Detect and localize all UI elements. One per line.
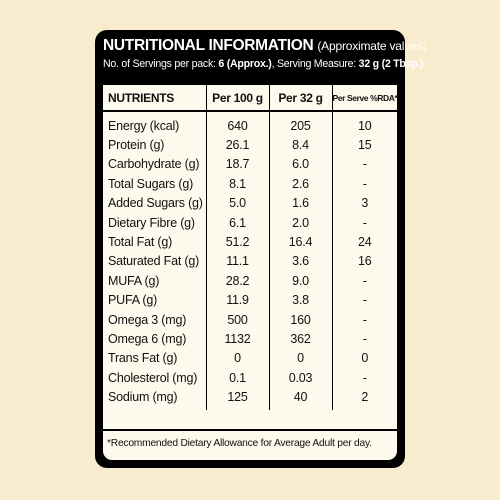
table-row: Energy (kcal) 640 205 10 bbox=[103, 111, 397, 136]
value-per-100g: 1132 bbox=[205, 329, 269, 349]
table-row: Dietary Fibre (g) 6.1 2.0- bbox=[103, 212, 397, 233]
label-title-note: (Approximate values) bbox=[317, 39, 427, 53]
value-rda: 16 bbox=[331, 251, 397, 272]
value-per-100g: 5.0 bbox=[205, 193, 269, 213]
table-header-row: NUTRIENTS Per 100 g Per 32 g Per Serve %… bbox=[103, 85, 397, 112]
nutrient-name: Total Sugars (g) bbox=[108, 176, 194, 191]
table-row: PUFA (g) 11.9 3.8- bbox=[103, 290, 397, 310]
table-row: Protein (g) 26.1 8.4 15 bbox=[103, 135, 397, 155]
nutrient-name: Dietary Fibre (g) bbox=[108, 215, 195, 230]
value-per-100g: 640 bbox=[205, 111, 269, 136]
table-row: Trans Fat (g) 0 0 0 bbox=[103, 348, 397, 369]
nutrient-name: Omega 6 (mg) bbox=[108, 331, 187, 346]
table-row: Omega 6 (mg) 1132 362- bbox=[103, 329, 397, 349]
value-rda: - bbox=[331, 368, 397, 388]
column-header-nutrients: NUTRIENTS bbox=[103, 85, 206, 112]
value-rda: 24 bbox=[331, 232, 397, 252]
value-rda: - bbox=[331, 309, 397, 330]
value-per-32g: 362 bbox=[268, 329, 332, 349]
value-rda: - bbox=[331, 290, 397, 310]
column-header-per-100g: Per 100 g bbox=[205, 85, 269, 112]
value-per-32g: 2.0 bbox=[268, 212, 332, 233]
value-per-32g: 1.6 bbox=[268, 193, 332, 213]
nutrient-name: Saturated Fat (g) bbox=[108, 254, 200, 269]
nutrient-name: MUFA (g) bbox=[108, 273, 160, 288]
value-rda: - bbox=[331, 271, 397, 291]
nutrient-name: Omega 3 (mg) bbox=[108, 312, 187, 327]
nutrition-panel: NUTRIENTS Per 100 g Per 32 g Per Serve %… bbox=[103, 85, 397, 460]
value-per-100g: 6.1 bbox=[205, 212, 269, 233]
table-row: Saturated Fat (g) 11.1 3.6 16 bbox=[103, 251, 397, 272]
value-per-32g: 16.4 bbox=[268, 232, 332, 252]
value-per-32g: 205 bbox=[268, 111, 332, 136]
nutrient-name: Protein (g) bbox=[108, 138, 165, 153]
label-title-line: NUTRITIONAL INFORMATION (Approximate val… bbox=[103, 36, 427, 56]
servings-prefix: No. of Servings per pack: bbox=[103, 58, 219, 70]
table-row: Total Sugars (g) 8.1 2.6- bbox=[103, 174, 397, 194]
table-row: Total Fat (g) 51.2 16.4 24 bbox=[103, 232, 397, 252]
value-per-100g: 0.1 bbox=[205, 368, 269, 388]
label-header: NUTRITIONAL INFORMATION (Approximate val… bbox=[103, 36, 427, 71]
nutrient-name: Carbohydrate (g) bbox=[108, 157, 200, 172]
table-row: MUFA (g) 28.2 9.0- bbox=[103, 271, 397, 291]
value-rda: 3 bbox=[331, 193, 397, 213]
value-rda: 0 bbox=[331, 348, 397, 369]
value-per-32g: 2.6 bbox=[268, 174, 332, 194]
value-per-32g: 9.0 bbox=[268, 271, 332, 291]
rda-footnote: *Recommended Dietary Allowance for Avera… bbox=[103, 429, 397, 460]
table-body: Energy (kcal) 640 205 10 Protein (g) 26.1 8.4 1… bbox=[103, 111, 397, 410]
serving-measure-value: 32 g (2 Tbsp.) bbox=[358, 58, 424, 70]
value-per-100g: 11.1 bbox=[205, 251, 269, 272]
servings-line: No. of Servings per pack: 6 (Approx.), S… bbox=[103, 57, 424, 71]
column-header-rda: Per Serve %RDA* bbox=[331, 85, 397, 112]
value-per-100g: 500 bbox=[205, 309, 269, 330]
value-per-100g: 51.2 bbox=[205, 232, 269, 252]
value-per-100g: 0 bbox=[205, 348, 269, 369]
value-per-32g: 0.03 bbox=[268, 368, 332, 388]
value-per-100g: 125 bbox=[205, 387, 269, 410]
value-rda: - bbox=[331, 329, 397, 349]
nutrient-name: Added Sugars (g) bbox=[108, 196, 203, 211]
label-title: NUTRITIONAL INFORMATION bbox=[103, 37, 314, 54]
nutrient-name: Cholesterol (mg) bbox=[108, 370, 198, 385]
value-per-32g: 3.8 bbox=[268, 290, 332, 310]
value-per-32g: 40 bbox=[268, 387, 332, 410]
value-rda: 10 bbox=[331, 111, 397, 136]
nutrition-table: NUTRIENTS Per 100 g Per 32 g Per Serve %… bbox=[103, 85, 397, 410]
nutrient-name: Trans Fat (g) bbox=[108, 351, 178, 366]
value-per-100g: 26.1 bbox=[205, 135, 269, 155]
nutrient-name: Sodium (mg) bbox=[108, 390, 178, 405]
column-header-per-32g: Per 32 g bbox=[268, 85, 332, 112]
value-per-32g: 0 bbox=[268, 348, 332, 369]
table-row: Added Sugars (g) 5.0 1.6 3 bbox=[103, 193, 397, 213]
nutrient-name: PUFA (g) bbox=[108, 293, 158, 308]
value-rda: - bbox=[331, 174, 397, 194]
value-rda: - bbox=[331, 212, 397, 233]
nutrient-name: Energy (kcal) bbox=[108, 118, 180, 133]
value-per-100g: 11.9 bbox=[205, 290, 269, 310]
table-row: Sodium (mg) 125 40 2 bbox=[103, 387, 397, 410]
nutrition-label: NUTRITIONAL INFORMATION (Approximate val… bbox=[95, 30, 427, 468]
servings-value: 6 (Approx.) bbox=[218, 58, 272, 70]
value-rda: 2 bbox=[331, 387, 397, 410]
table-row: Omega 3 (mg) 500 160- bbox=[103, 309, 397, 330]
value-rda: 15 bbox=[331, 135, 397, 155]
value-per-32g: 6.0 bbox=[268, 154, 332, 175]
table-row: Cholesterol (mg) 0.1 0.03- bbox=[103, 368, 397, 388]
value-rda: - bbox=[331, 154, 397, 175]
value-per-32g: 3.6 bbox=[268, 251, 332, 272]
serving-measure-prefix: , Serving Measure: bbox=[271, 58, 359, 70]
nutrient-name: Total Fat (g) bbox=[108, 235, 173, 250]
table-row: Carbohydrate (g) 18.7 6.0- bbox=[103, 154, 397, 175]
value-per-100g: 18.7 bbox=[205, 154, 269, 175]
value-per-32g: 8.4 bbox=[268, 135, 332, 155]
value-per-100g: 8.1 bbox=[205, 174, 269, 194]
value-per-32g: 160 bbox=[268, 309, 332, 330]
value-per-100g: 28.2 bbox=[205, 271, 269, 291]
